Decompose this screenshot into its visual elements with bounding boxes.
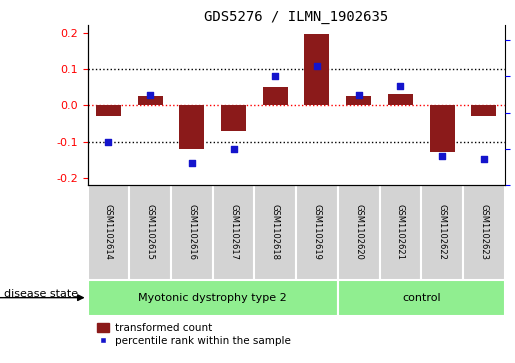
Text: GSM1102622: GSM1102622 — [438, 204, 447, 260]
Bar — [388, 94, 413, 105]
Bar — [88, 185, 129, 280]
Bar — [171, 185, 213, 280]
Bar — [346, 96, 371, 105]
Bar — [296, 185, 338, 280]
Text: disease state: disease state — [4, 289, 78, 299]
Bar — [463, 185, 505, 280]
Bar — [263, 87, 288, 105]
Text: GSM1102620: GSM1102620 — [354, 204, 363, 260]
Text: Myotonic dystrophy type 2: Myotonic dystrophy type 2 — [139, 293, 287, 303]
Bar — [96, 105, 121, 116]
Bar — [129, 185, 171, 280]
Point — [438, 153, 446, 159]
Point — [313, 63, 321, 69]
Bar — [380, 185, 421, 280]
Text: GSM1102615: GSM1102615 — [146, 204, 154, 260]
Bar — [338, 185, 380, 280]
Point — [188, 160, 196, 166]
Text: GSM1102619: GSM1102619 — [313, 204, 321, 260]
Bar — [421, 185, 463, 280]
Text: GSM1102616: GSM1102616 — [187, 204, 196, 260]
Bar — [138, 96, 163, 105]
Bar — [254, 185, 296, 280]
Bar — [430, 105, 455, 152]
Text: GSM1102618: GSM1102618 — [271, 204, 280, 260]
Bar — [221, 105, 246, 131]
Bar — [338, 280, 505, 316]
Text: GSM1102617: GSM1102617 — [229, 204, 238, 260]
Point — [230, 146, 238, 152]
Legend: transformed count, percentile rank within the sample: transformed count, percentile rank withi… — [93, 319, 295, 351]
Point — [480, 156, 488, 162]
Point — [354, 92, 363, 98]
Bar — [179, 105, 204, 149]
Text: GSM1102621: GSM1102621 — [396, 204, 405, 260]
Point — [104, 139, 113, 144]
Bar — [213, 185, 254, 280]
Point — [271, 73, 280, 79]
Text: GSM1102614: GSM1102614 — [104, 204, 113, 260]
Text: GSM1102623: GSM1102623 — [479, 204, 488, 260]
Title: GDS5276 / ILMN_1902635: GDS5276 / ILMN_1902635 — [204, 11, 388, 24]
Bar — [471, 105, 496, 116]
Bar — [304, 34, 330, 105]
Text: control: control — [402, 293, 441, 303]
Point — [146, 92, 154, 98]
Bar — [88, 280, 338, 316]
Point — [397, 83, 405, 89]
